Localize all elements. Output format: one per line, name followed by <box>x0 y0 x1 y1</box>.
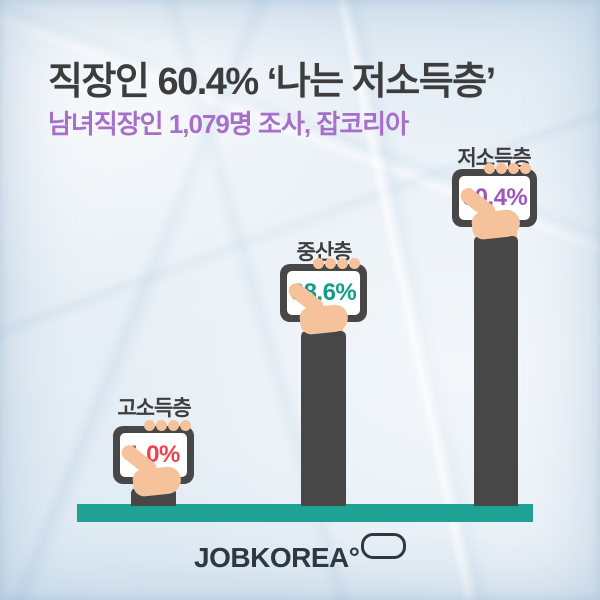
sleeve-arm <box>474 236 518 506</box>
sleeve-arm <box>301 331 346 506</box>
jobkorea-logo: JOBKOREA ° <box>0 533 600 574</box>
tablet-device-icon: 60.4% <box>452 163 537 241</box>
finger-tips-icon <box>313 258 361 269</box>
finger-tips-icon <box>484 163 532 174</box>
chart-baseline <box>77 504 533 522</box>
page-title: 직장인 60.4% ‘나는 저소득층’ <box>48 61 496 103</box>
finger-tips-icon <box>143 420 191 431</box>
tablet-device-icon: 38.6% <box>280 258 367 336</box>
page-subtitle: 남녀직장인 1,079명 조사, 잡코리아 <box>48 109 409 139</box>
jobkorea-pill-icon <box>360 533 406 559</box>
tablet-device-icon: 1.0% <box>113 420 194 498</box>
jobkorea-logo-text: JOBKOREA <box>194 542 349 573</box>
bar-label: 고소득층 <box>117 397 191 420</box>
jobkorea-logo-degree: ° <box>348 542 360 573</box>
